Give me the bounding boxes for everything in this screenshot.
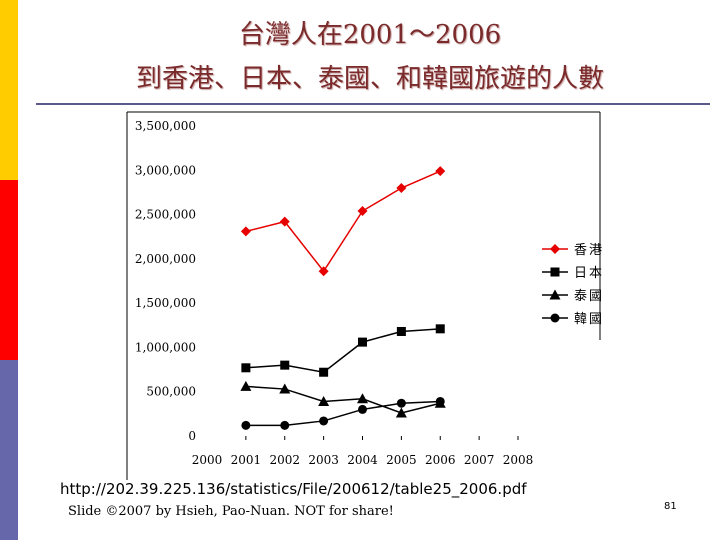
data-point	[357, 393, 368, 404]
y-tick-label: 3,500,000	[135, 119, 196, 133]
series-line	[245, 328, 441, 374]
data-point	[357, 206, 368, 217]
x-tick-label: 2000	[192, 453, 223, 467]
legend-label: 香港	[574, 243, 604, 258]
data-point	[435, 166, 446, 177]
data-point	[241, 420, 251, 430]
x-tick-label: 2002	[269, 453, 300, 467]
series-line	[245, 385, 441, 414]
data-point	[318, 266, 329, 277]
series-square	[241, 324, 445, 377]
data-point	[358, 404, 367, 414]
left-stripe-yellow	[0, 0, 18, 180]
y-tick-label: 1,500,000	[135, 296, 196, 310]
slide-title-line-1: 台灣人在2001～2006	[238, 20, 502, 50]
data-point	[319, 367, 329, 377]
x-tick-label: 2003	[308, 453, 339, 467]
y-tick-label: 2,500,000	[135, 208, 196, 222]
legend-label: 日本	[574, 266, 604, 281]
x-tick-label: 2005	[386, 453, 417, 467]
series-triangle	[240, 380, 446, 418]
slide-number: 81	[664, 501, 677, 512]
series-diamond	[240, 166, 446, 277]
data-point	[396, 398, 406, 408]
data-point	[241, 363, 251, 373]
data-point	[280, 360, 290, 370]
data-point	[395, 407, 407, 418]
slide-title-line-2: 到香港、日本、泰國、和韓國旅遊的人數	[135, 64, 604, 94]
data-point	[435, 324, 445, 334]
y-tick-label: 3,000,000	[135, 163, 196, 177]
left-stripe-red	[0, 180, 18, 360]
data-point	[319, 416, 329, 426]
source-url: http://202.39.225.136/statistics/File/20…	[60, 480, 527, 498]
title-divider	[36, 103, 710, 105]
x-tick-label: 2006	[425, 453, 456, 467]
y-tick-label: 500,000	[146, 385, 196, 399]
y-tick-label: 0	[188, 429, 196, 443]
data-point	[435, 396, 445, 406]
legend-marker	[550, 267, 560, 277]
legend-label: 泰國	[574, 289, 604, 304]
data-point	[318, 395, 330, 406]
legend-marker	[550, 313, 560, 323]
x-tick-label: 2001	[231, 453, 262, 467]
data-point	[396, 183, 407, 193]
data-point	[240, 380, 252, 391]
y-tick-label: 1,000,000	[135, 340, 196, 354]
data-point	[240, 226, 251, 237]
y-tick-label: 2,000,000	[135, 252, 196, 266]
legend-label: 韓國	[574, 312, 604, 327]
copyright-credit: Slide ©2007 by Hsieh, Pao-Nuan. NOT for …	[68, 504, 394, 519]
data-point	[358, 337, 367, 347]
data-point	[396, 326, 406, 336]
x-tick-label: 2007	[464, 453, 495, 467]
x-tick-label: 2008	[503, 453, 534, 467]
left-stripe-blue	[0, 360, 18, 540]
x-tick-label: 2004	[347, 453, 378, 467]
data-point	[280, 420, 290, 430]
series-line	[245, 170, 441, 273]
legend-marker	[550, 244, 560, 254]
series-circle	[241, 396, 445, 430]
legend-marker	[549, 289, 561, 300]
data-point	[279, 383, 291, 394]
series-line	[245, 400, 441, 427]
data-point	[279, 216, 290, 227]
